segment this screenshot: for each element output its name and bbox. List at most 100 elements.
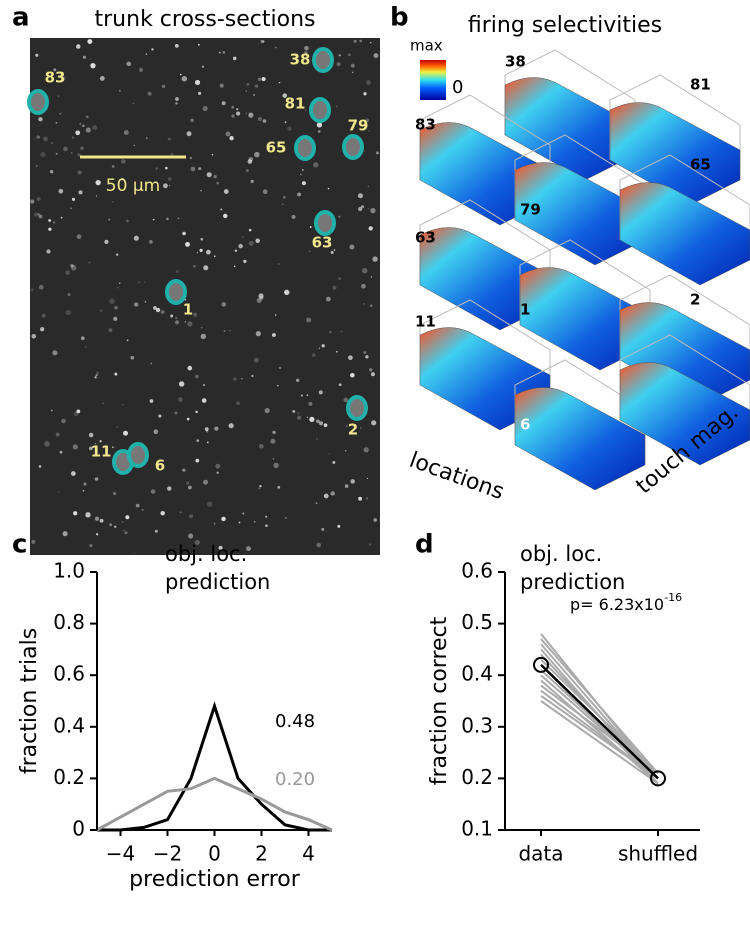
speck bbox=[306, 317, 312, 323]
cell-outline bbox=[127, 442, 149, 468]
speck bbox=[187, 365, 193, 371]
speck bbox=[245, 90, 248, 92]
speck bbox=[192, 264, 196, 268]
speck bbox=[245, 168, 249, 173]
speck bbox=[49, 170, 54, 174]
speck bbox=[38, 284, 44, 290]
pair-line bbox=[540, 695, 659, 780]
surface-label: 2 bbox=[690, 291, 700, 309]
speck bbox=[247, 159, 253, 164]
speck bbox=[147, 91, 152, 96]
speck bbox=[234, 249, 238, 252]
speck bbox=[282, 93, 288, 98]
pair-line bbox=[540, 659, 659, 774]
y-tick-label: 0.6 bbox=[461, 559, 493, 583]
speck bbox=[257, 43, 260, 45]
speck bbox=[216, 181, 220, 185]
speck bbox=[248, 228, 252, 232]
speck bbox=[200, 326, 203, 329]
speck bbox=[375, 151, 379, 155]
speck bbox=[253, 94, 255, 96]
speck bbox=[211, 153, 214, 156]
y-tick-label: 0.3 bbox=[461, 713, 493, 737]
y-tick-label: 0.1 bbox=[461, 817, 493, 841]
speck bbox=[40, 327, 45, 332]
speck bbox=[52, 350, 58, 356]
x-tick-label: 2 bbox=[255, 842, 268, 866]
speck bbox=[282, 196, 286, 199]
speck bbox=[274, 46, 277, 49]
speck bbox=[36, 135, 40, 139]
speck bbox=[155, 167, 158, 170]
speck bbox=[238, 521, 241, 524]
speck bbox=[76, 44, 81, 49]
speck bbox=[76, 234, 82, 240]
speck bbox=[259, 443, 264, 449]
cell-label: 79 bbox=[348, 117, 369, 135]
speck bbox=[151, 48, 154, 51]
speck bbox=[255, 330, 262, 337]
speck bbox=[167, 137, 171, 141]
speck bbox=[248, 112, 254, 118]
speck bbox=[285, 517, 287, 519]
speck bbox=[316, 122, 323, 128]
speck bbox=[361, 283, 366, 289]
speck bbox=[350, 479, 355, 484]
speck bbox=[112, 491, 117, 496]
x-tick-label: data bbox=[518, 842, 563, 866]
speck bbox=[79, 122, 82, 125]
speck bbox=[99, 309, 103, 313]
speck bbox=[126, 219, 129, 223]
speck bbox=[304, 50, 308, 55]
speck bbox=[198, 167, 202, 171]
speck bbox=[318, 390, 323, 395]
speck bbox=[236, 107, 239, 111]
speck bbox=[344, 484, 349, 488]
speck bbox=[195, 458, 200, 463]
speck bbox=[48, 219, 52, 222]
speck bbox=[242, 236, 244, 238]
speck bbox=[82, 124, 85, 128]
speck bbox=[99, 440, 102, 443]
speck bbox=[50, 142, 53, 144]
speck bbox=[246, 82, 250, 86]
speck bbox=[163, 183, 168, 189]
speck bbox=[145, 137, 148, 139]
speck bbox=[133, 144, 135, 147]
speck bbox=[174, 44, 179, 48]
speck bbox=[278, 81, 281, 84]
x-tick-label: −4 bbox=[106, 842, 135, 866]
speck bbox=[366, 477, 369, 480]
speck bbox=[116, 426, 119, 428]
speck bbox=[259, 484, 262, 488]
speck bbox=[186, 481, 190, 485]
speck bbox=[145, 53, 148, 55]
speck bbox=[174, 411, 178, 415]
speck bbox=[134, 302, 139, 307]
surface bbox=[619, 182, 750, 286]
speck bbox=[351, 71, 354, 73]
speck bbox=[70, 264, 74, 268]
speck bbox=[111, 446, 114, 449]
speck bbox=[243, 259, 247, 263]
annotation: 0.20 bbox=[275, 769, 315, 790]
speck bbox=[345, 425, 348, 428]
x-tick-label: −2 bbox=[153, 842, 182, 866]
speck bbox=[108, 218, 111, 221]
speck bbox=[300, 394, 303, 397]
speck bbox=[332, 461, 336, 464]
cell-label: 6 bbox=[155, 457, 165, 475]
speck bbox=[150, 362, 153, 365]
speck bbox=[261, 76, 266, 82]
speck bbox=[284, 121, 287, 124]
speck bbox=[359, 39, 362, 43]
speck bbox=[57, 95, 60, 98]
speck bbox=[186, 131, 192, 137]
speck bbox=[185, 241, 190, 247]
speck bbox=[158, 414, 162, 418]
speck bbox=[38, 117, 43, 122]
speck bbox=[122, 403, 124, 406]
speck bbox=[199, 248, 203, 252]
speck bbox=[78, 190, 83, 195]
speck bbox=[89, 58, 92, 60]
